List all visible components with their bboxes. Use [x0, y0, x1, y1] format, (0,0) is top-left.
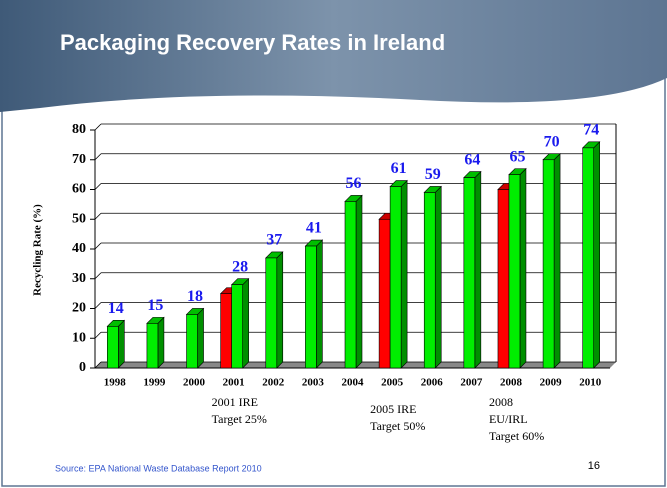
x-tick-label: 2004: [342, 377, 365, 389]
bar: [265, 257, 278, 369]
value-label: 15: [147, 297, 163, 314]
value-label: 28: [232, 258, 248, 275]
bar-side: [553, 153, 561, 369]
bar: [423, 192, 436, 369]
y-tick-label: 50: [72, 211, 86, 226]
value-label: 74: [583, 122, 599, 139]
value-label: 59: [425, 166, 441, 183]
grid-line-side: [94, 153, 102, 161]
value-label: 64: [464, 151, 480, 168]
value-label: 61: [391, 160, 407, 177]
bar: [463, 177, 476, 369]
bar-side: [197, 307, 204, 369]
bar: [582, 147, 594, 369]
bar-side: [276, 251, 284, 369]
x-tick-label: 1999: [143, 377, 166, 389]
value-label: 65: [509, 148, 525, 165]
annotation: Target 25%: [212, 412, 267, 426]
header-banner: [0, 0, 667, 112]
page-number: 16: [588, 460, 600, 472]
y-tick-label: 40: [72, 241, 86, 256]
bar-side: [519, 167, 527, 369]
x-tick-label: 2005: [381, 377, 404, 389]
value-label: 37: [266, 232, 282, 249]
grid-line-side: [94, 212, 102, 220]
annotation: Target 60%: [489, 429, 544, 443]
grid-line-side: [94, 123, 102, 131]
annotation: 2001 IRE: [212, 395, 258, 409]
y-tick-label: 80: [72, 122, 86, 137]
x-tick-label: 2009: [540, 377, 563, 389]
bar: [305, 245, 317, 369]
bar: [231, 284, 243, 369]
source-note: Source: EPA National Waste Database Repo…: [55, 463, 262, 473]
bar: [389, 186, 402, 369]
value-label: 70: [544, 133, 560, 150]
y-tick-label: 20: [72, 301, 86, 316]
y-tick-label: 0: [79, 360, 86, 375]
bar-side: [593, 141, 600, 369]
y-axis-label: Recycling Rate (%): [32, 204, 44, 296]
bar: [186, 314, 198, 369]
grid-line-side: [94, 272, 102, 280]
value-label: 18: [187, 288, 203, 305]
bar-side: [474, 170, 482, 369]
bar-side: [355, 194, 363, 369]
grid-line-side: [94, 361, 102, 369]
bar: [146, 323, 159, 369]
grid-line-side: [94, 302, 102, 309]
bar-side: [157, 316, 165, 369]
bar-side: [434, 185, 442, 369]
x-tick-label: 2008: [500, 377, 523, 389]
y-tick-label: 30: [72, 271, 86, 286]
grid-line-side: [94, 331, 102, 339]
bar: [220, 293, 232, 369]
annotation: Target 50%: [370, 419, 425, 433]
x-tick-label: 2000: [183, 377, 206, 389]
slide-title: Packaging Recovery Rates in Ireland: [60, 30, 445, 55]
x-tick-label: 2007: [460, 377, 483, 389]
annotation: 2008: [489, 395, 513, 409]
value-label: 56: [346, 175, 362, 192]
grid-line-side: [94, 242, 102, 250]
annotation: EU/IRL: [489, 412, 528, 426]
x-tick-label: 2003: [302, 377, 325, 389]
bar: [508, 174, 521, 369]
bar: [344, 201, 357, 369]
bar-side: [316, 239, 323, 369]
value-label: 41: [306, 220, 322, 237]
bar: [542, 159, 555, 369]
x-tick-label: 2001: [223, 377, 245, 389]
annotation: 2005 IRE: [370, 402, 416, 416]
bar-side: [242, 277, 249, 369]
value-label: 14: [108, 300, 124, 317]
y-tick-label: 70: [72, 152, 86, 167]
grid-line-side: [94, 183, 102, 190]
bar-side: [118, 319, 125, 369]
x-tick-label: 2006: [421, 377, 444, 389]
bar: [378, 218, 391, 369]
y-tick-label: 60: [72, 182, 86, 197]
bar-side: [400, 179, 408, 369]
y-tick-label: 10: [72, 330, 86, 345]
x-tick-label: 2010: [579, 377, 602, 389]
bar: [497, 189, 510, 369]
x-tick-label: 1998: [104, 377, 127, 389]
x-tick-label: 2002: [262, 377, 285, 389]
bar: [107, 326, 119, 369]
